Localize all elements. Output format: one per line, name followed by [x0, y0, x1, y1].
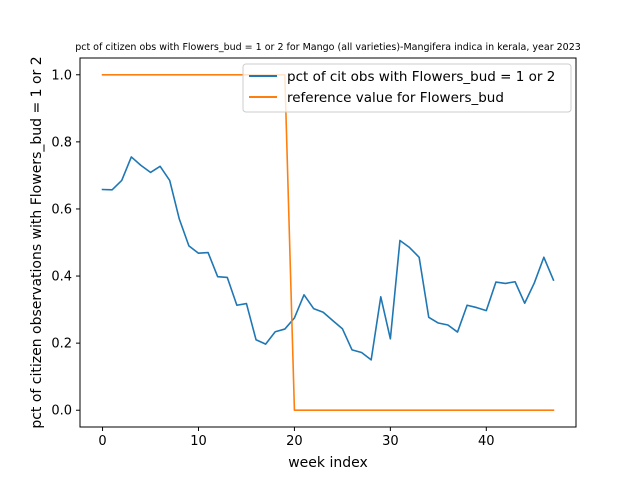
plot-frame — [79, 57, 577, 428]
y-tick-label: 0.2 — [51, 337, 72, 352]
y-axis-ticks: 0.0 0.2 0.4 0.6 0.8 1.0 — [51, 68, 80, 419]
y-tick-label: 1.0 — [51, 68, 72, 83]
chart-title: pct of citizen obs with Flowers_bud = 1 … — [75, 42, 581, 53]
legend-label-blue-series: pct of cit obs with Flowers_bud = 1 or 2 — [287, 69, 555, 85]
legend: pct of cit obs with Flowers_bud = 1 or 2… — [242, 63, 572, 113]
x-axis-label: week index — [288, 455, 368, 471]
y-tick-label: 0.8 — [51, 135, 72, 150]
y-tick-label: 0.4 — [51, 270, 72, 285]
legend-box — [242, 63, 572, 113]
series-line-orange — [101, 73, 555, 412]
x-tick-label: 20 — [286, 434, 303, 449]
y-axis-label: pct of citizen observations with Flowers… — [29, 56, 45, 428]
legend-label-orange-series: reference value for Flowers_bud — [287, 90, 504, 106]
x-tick-label: 10 — [190, 434, 207, 449]
x-tick-label: 30 — [382, 434, 399, 449]
series-line-blue — [101, 156, 555, 361]
x-tick-label: 40 — [478, 434, 495, 449]
x-axis-ticks: 0 10 20 30 40 — [98, 427, 495, 449]
y-tick-label: 0.0 — [51, 404, 72, 419]
x-tick-label: 0 — [98, 434, 106, 449]
y-tick-label: 0.6 — [51, 202, 72, 217]
plot-series — [101, 73, 555, 412]
